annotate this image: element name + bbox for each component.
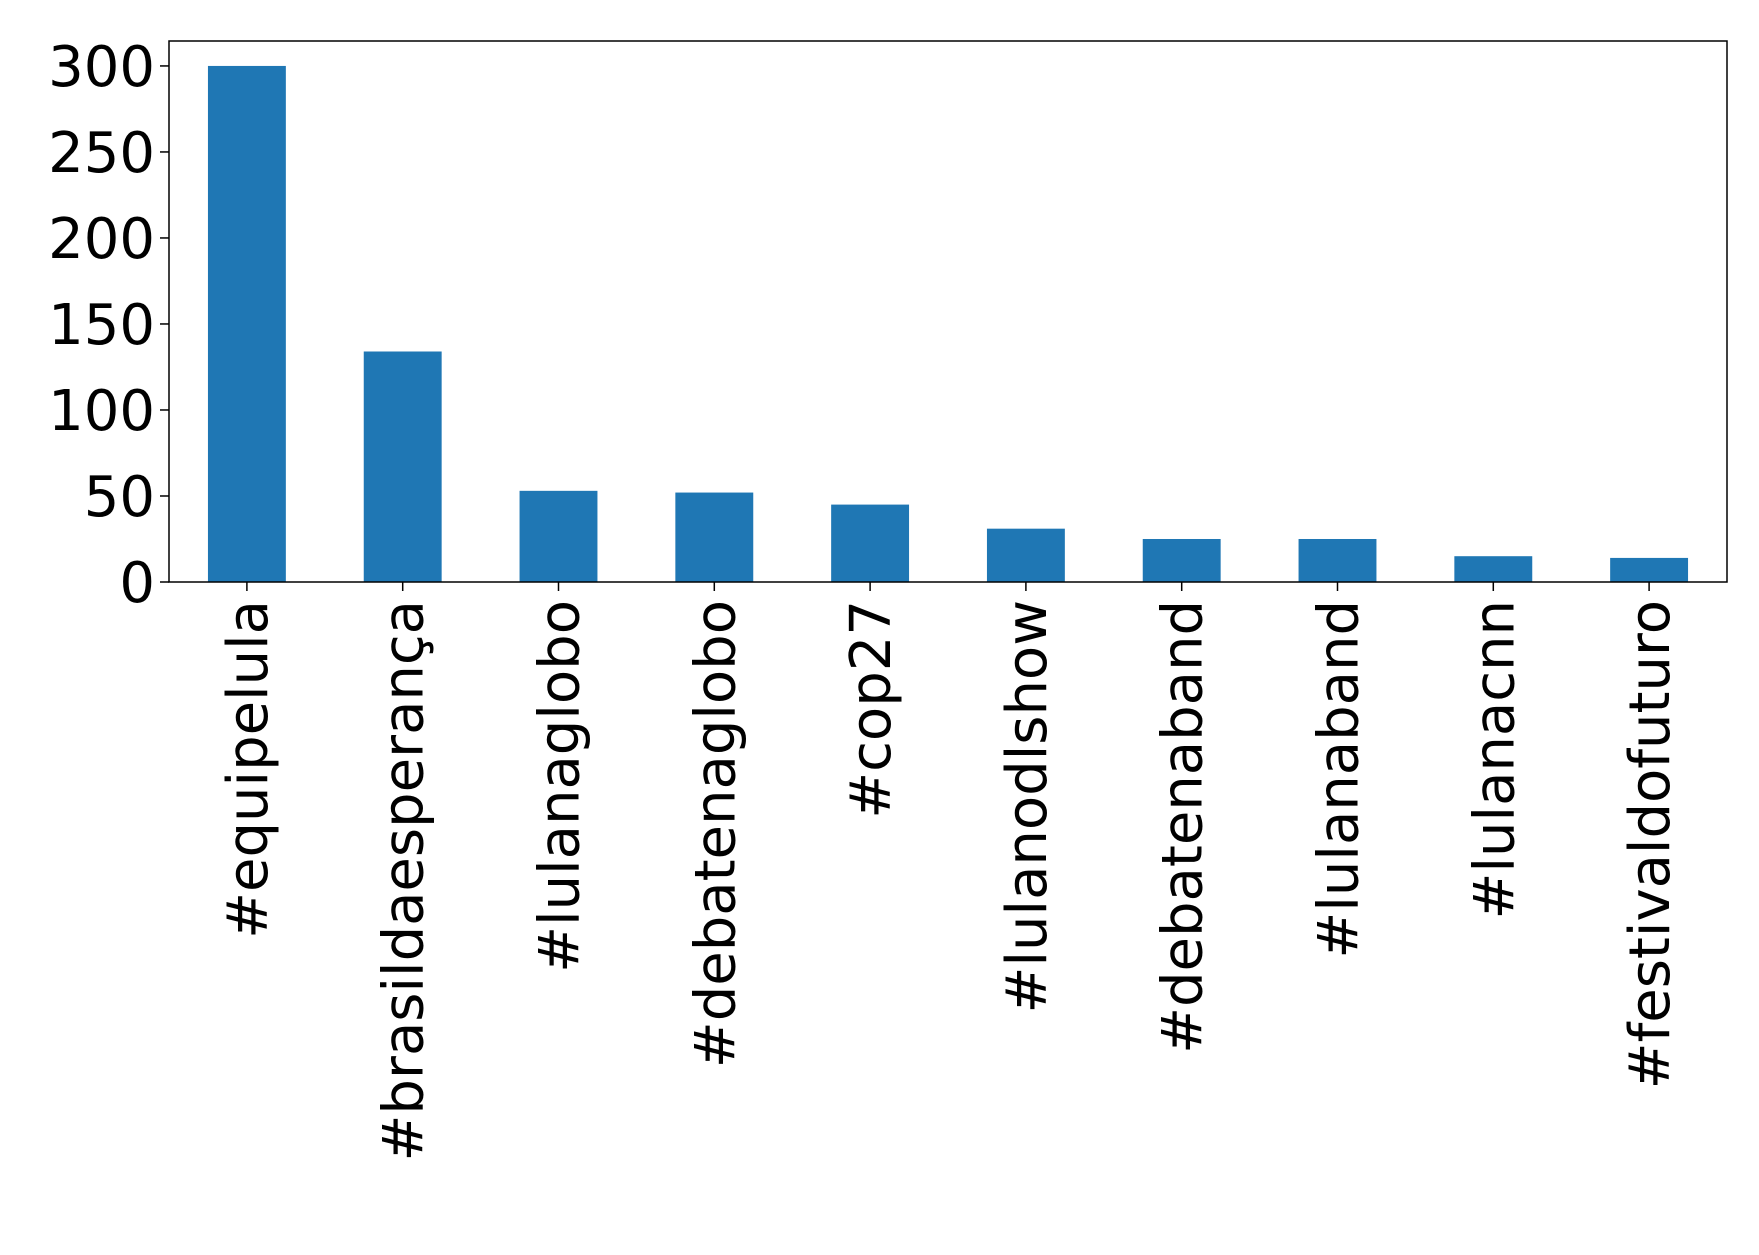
x-tick-label: #brasildaesperança xyxy=(372,600,437,1162)
y-tick-label: 50 xyxy=(84,465,155,530)
x-tick-label: #festivaldofuturo xyxy=(1618,600,1683,1089)
bar xyxy=(1454,556,1533,582)
x-tick-label: #lulanacnn xyxy=(1462,600,1527,919)
bar xyxy=(207,65,286,583)
x-tick-label: #equipelula xyxy=(216,600,281,939)
bar xyxy=(675,492,754,582)
y-tick-label: 300 xyxy=(48,35,155,100)
x-tick-label: #cop27 xyxy=(839,600,904,819)
y-tick-label: 0 xyxy=(119,551,155,616)
bar xyxy=(363,351,442,582)
y-tick-label: 250 xyxy=(48,121,155,186)
bar xyxy=(519,490,598,582)
bar xyxy=(1142,538,1221,582)
x-tick-label: #lulanaband xyxy=(1307,600,1372,959)
plot-frame xyxy=(168,40,1728,583)
bar xyxy=(986,528,1065,582)
x-tick-label: #debatenaglobo xyxy=(683,600,748,1068)
y-tick-label: 200 xyxy=(48,207,155,272)
y-tick-label: 100 xyxy=(48,379,155,444)
x-tick-label: #debatenaband xyxy=(1151,600,1216,1054)
bar xyxy=(1298,538,1377,582)
y-tick-label: 150 xyxy=(48,293,155,358)
x-tick-label: #lulanodlshow xyxy=(995,600,1060,1013)
bar xyxy=(1610,557,1689,582)
x-tick-label: #lulanaglobo xyxy=(528,600,593,973)
bar xyxy=(831,504,910,582)
